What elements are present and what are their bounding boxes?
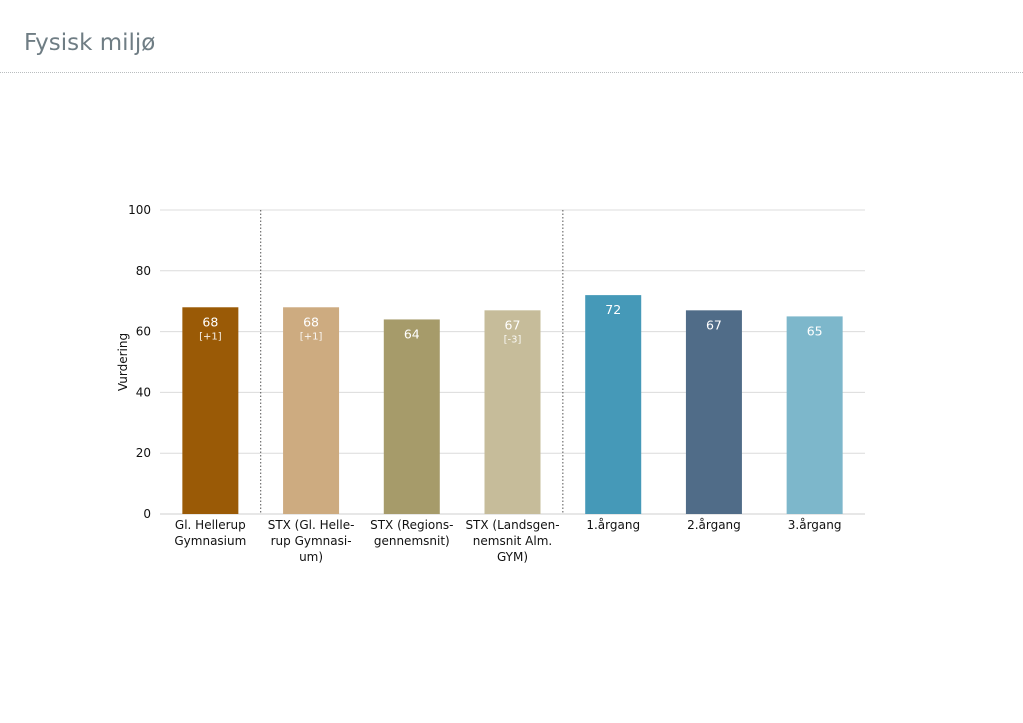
y-tick-label: 80 bbox=[136, 264, 151, 278]
bar bbox=[182, 307, 239, 514]
bar-value-label: 68 bbox=[202, 314, 218, 329]
value-labels: 68 [+1] 68 [+1] 64 67 [-3] 72 67 65 bbox=[199, 302, 823, 345]
y-tick-label: 60 bbox=[136, 325, 151, 339]
y-axis-title: Vurdering bbox=[116, 333, 130, 391]
bar-value-label: 68 bbox=[303, 314, 319, 329]
y-tick-label: 20 bbox=[136, 446, 151, 460]
category-label: 2.årgang bbox=[687, 518, 741, 532]
category-labels: Gl. Hellerup Gymnasium STX (Gl. Helle-rup … bbox=[174, 518, 841, 564]
bar-delta-label: [+1] bbox=[300, 331, 323, 342]
bar-delta-label: [-3] bbox=[504, 334, 522, 345]
category-label: STX (Landsgen- bbox=[465, 518, 559, 532]
category-label: STX (Regions- bbox=[370, 518, 453, 532]
bar-value-label: 67 bbox=[505, 317, 521, 332]
category-label: rup Gymnasi- bbox=[271, 534, 352, 548]
category-label: 3.årgang bbox=[788, 518, 842, 532]
bar-value-label: 64 bbox=[404, 326, 420, 341]
category-label: 1.årgang bbox=[586, 518, 640, 532]
bar bbox=[283, 307, 340, 514]
page-title: Fysisk miljø bbox=[24, 30, 156, 56]
bar bbox=[484, 310, 541, 514]
bar-value-label: 67 bbox=[706, 317, 722, 332]
bar bbox=[685, 310, 742, 514]
bar-delta-label: [+1] bbox=[199, 331, 222, 342]
category-label: nemsnit Alm. bbox=[473, 534, 552, 548]
bar-value-label: 72 bbox=[605, 302, 621, 317]
category-label: um) bbox=[299, 550, 323, 564]
group-separators bbox=[260, 210, 564, 514]
category-label: Gymnasium bbox=[174, 534, 246, 548]
y-tick-label: 100 bbox=[128, 203, 151, 217]
bars bbox=[182, 295, 843, 514]
y-tick-label: 0 bbox=[143, 507, 151, 521]
category-label: Gl. Hellerup bbox=[175, 518, 246, 532]
title-divider bbox=[0, 72, 1023, 73]
category-label: STX (Gl. Helle- bbox=[268, 518, 355, 532]
bar bbox=[383, 319, 440, 514]
bar bbox=[585, 295, 642, 514]
bar-value-label: 65 bbox=[807, 323, 823, 338]
y-axis-ticks: 0 20 40 60 80 100 bbox=[128, 203, 151, 521]
category-label: GYM) bbox=[497, 550, 528, 564]
bar bbox=[786, 316, 843, 514]
y-tick-label: 40 bbox=[136, 385, 151, 399]
category-label: gennemsnit) bbox=[374, 534, 450, 548]
